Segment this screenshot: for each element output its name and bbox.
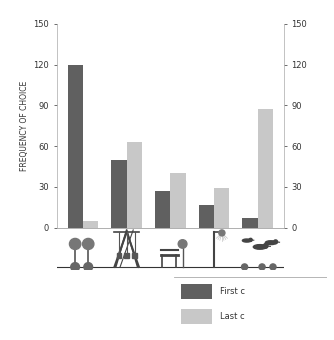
- Bar: [214, 188, 229, 228]
- Bar: [83, 221, 98, 228]
- Bar: [117, 253, 121, 258]
- Circle shape: [71, 262, 79, 271]
- FancyBboxPatch shape: [181, 309, 212, 324]
- Bar: [68, 65, 83, 228]
- Ellipse shape: [242, 239, 251, 242]
- Bar: [258, 109, 273, 228]
- Bar: [127, 142, 142, 228]
- Circle shape: [249, 238, 252, 241]
- Bar: [199, 205, 214, 228]
- Circle shape: [241, 264, 247, 270]
- Circle shape: [259, 264, 265, 270]
- Circle shape: [178, 240, 187, 248]
- Bar: [242, 218, 258, 228]
- Bar: [111, 160, 127, 228]
- Circle shape: [270, 264, 276, 270]
- FancyBboxPatch shape: [181, 284, 212, 299]
- Bar: [170, 173, 186, 228]
- Ellipse shape: [265, 241, 276, 244]
- Text: Last c: Last c: [220, 312, 244, 321]
- Circle shape: [84, 262, 93, 271]
- Circle shape: [263, 243, 268, 248]
- Circle shape: [219, 230, 225, 236]
- Y-axis label: FREQUENCY OF CHOICE: FREQUENCY OF CHOICE: [20, 81, 29, 171]
- Circle shape: [274, 240, 278, 244]
- Circle shape: [82, 238, 94, 250]
- Bar: [155, 191, 170, 228]
- Bar: [125, 253, 129, 258]
- Text: First c: First c: [220, 287, 245, 296]
- Ellipse shape: [253, 245, 267, 249]
- Circle shape: [69, 238, 81, 250]
- Bar: [132, 253, 137, 258]
